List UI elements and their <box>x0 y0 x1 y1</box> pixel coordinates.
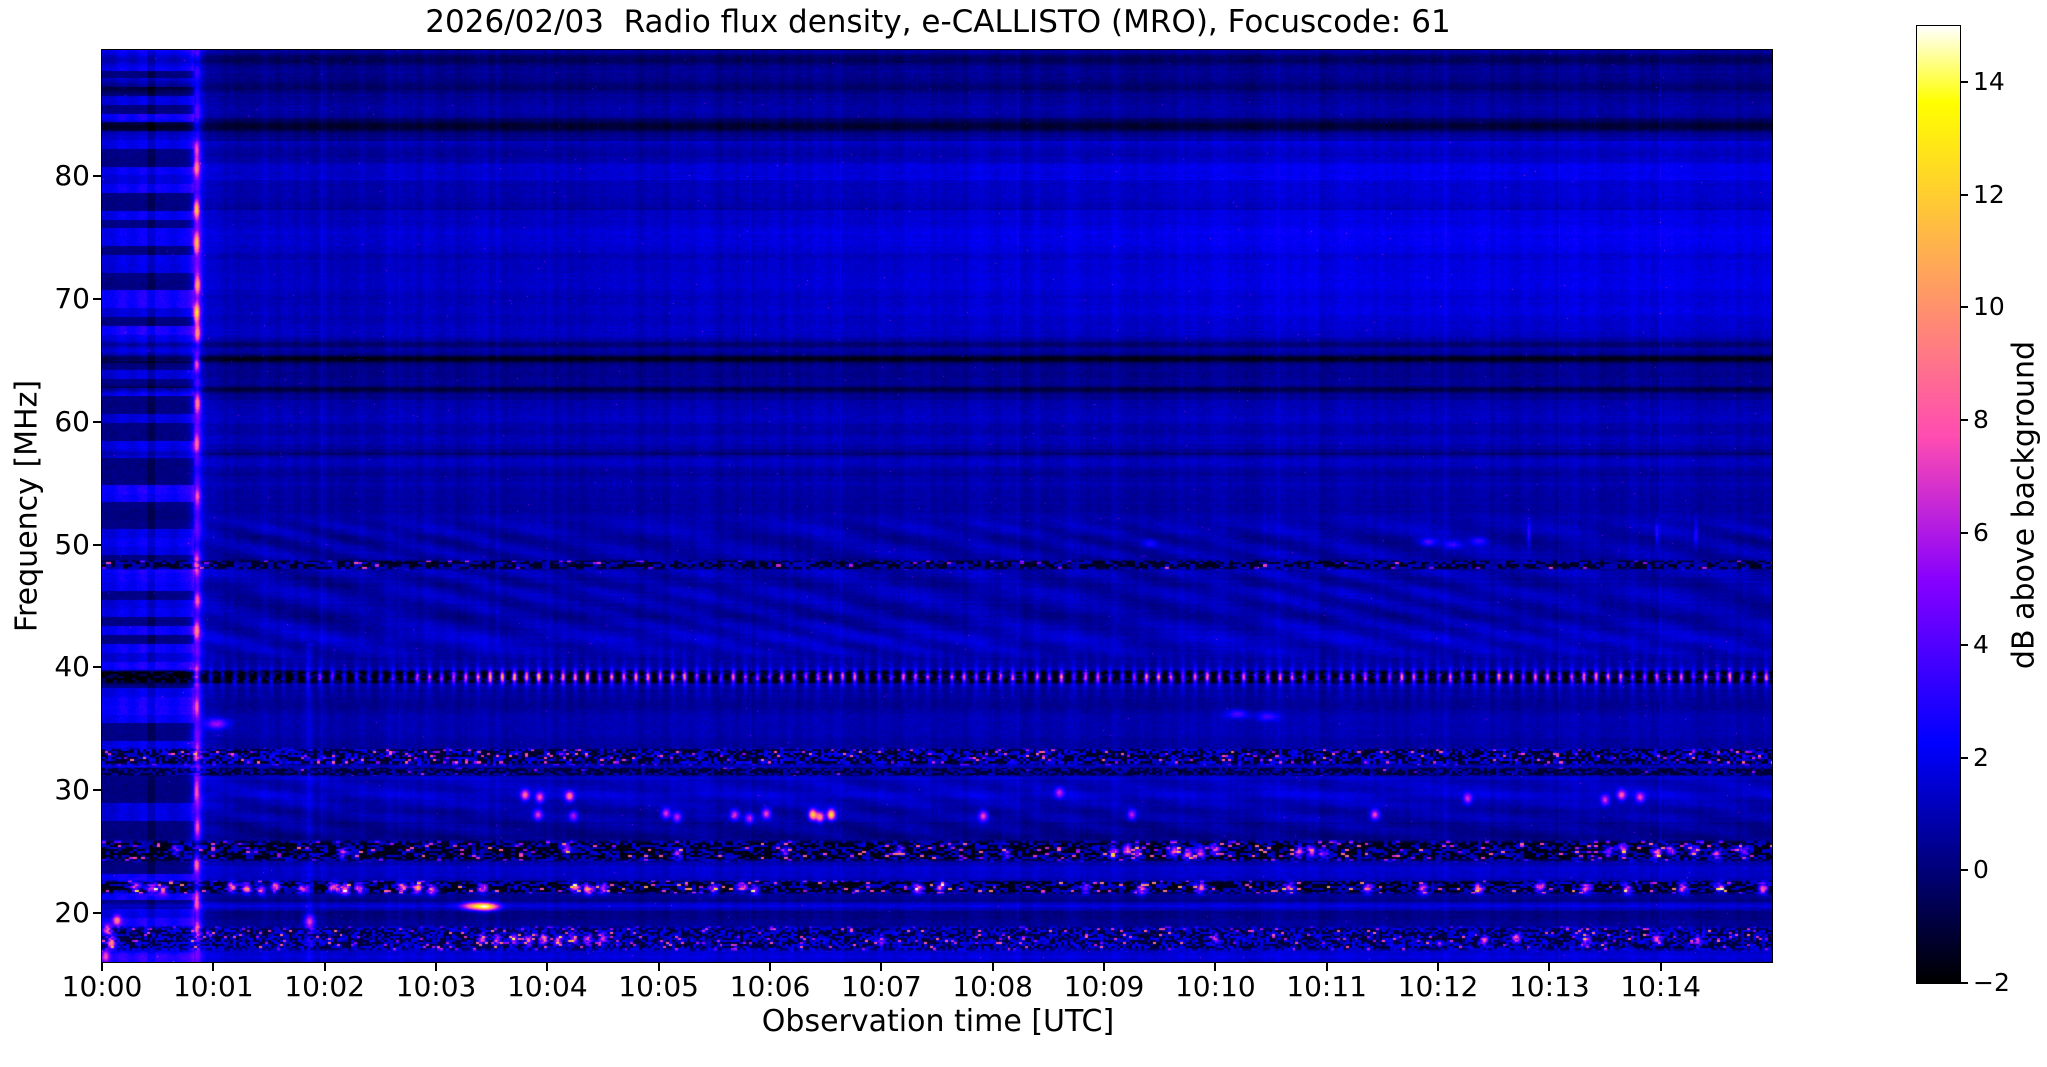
colorbar-tick-label: 10 <box>1973 292 2005 322</box>
colorbar-tick-label: −2 <box>1973 968 2010 997</box>
colorbar-label-text: dB above background <box>2006 340 2042 670</box>
x-tick-mark <box>323 962 326 971</box>
y-tick-label: 70 <box>54 282 90 316</box>
x-tick-label: 10:08 <box>952 970 1033 1003</box>
x-tick-label: 10:05 <box>618 970 699 1003</box>
y-tick-mark <box>93 666 102 669</box>
x-tick-label: 10:04 <box>506 970 588 1003</box>
colorbar <box>1916 25 1961 984</box>
x-tick-mark <box>1214 962 1217 971</box>
colorbar-tick-mark <box>1960 982 1968 984</box>
x-tick-label: 10:12 <box>1397 970 1479 1003</box>
x-tick-mark <box>1548 962 1551 971</box>
x-tick-mark <box>435 962 437 971</box>
colorbar-tick-label: 14 <box>1973 67 2005 97</box>
x-tick-label: 10:02 <box>284 970 365 1003</box>
colorbar-tick-label: 6 <box>1973 517 1989 547</box>
x-tick-label: 10:01 <box>172 970 254 1003</box>
x-tick-label: 10:00 <box>61 970 143 1003</box>
y-tick-label: 50 <box>54 527 90 561</box>
y-tick-mark <box>93 911 102 914</box>
y-tick-label: 20 <box>54 895 90 929</box>
spectrogram-heatmap <box>101 49 1773 963</box>
colorbar-tick-label: 4 <box>1973 630 1989 660</box>
x-tick-label: 10:11 <box>1286 970 1367 1003</box>
x-tick-mark <box>1659 962 1662 971</box>
y-tick-mark <box>93 298 102 301</box>
x-axis-label: Observation time [UTC] <box>761 1004 1115 1039</box>
x-tick-label: 10:13 <box>1508 970 1590 1003</box>
y-axis-label-text: Frequency [MHz] <box>9 379 45 633</box>
colorbar-tick-mark <box>1960 81 1968 84</box>
colorbar-tick-label: 8 <box>1973 405 1989 435</box>
y-tick-label: 40 <box>54 650 90 684</box>
y-tick-mark <box>93 543 102 546</box>
x-tick-label: 10:03 <box>395 970 477 1003</box>
x-tick-mark <box>546 962 549 971</box>
colorbar-tick-label: 0 <box>1973 855 1989 885</box>
colorbar-tick-mark <box>1960 644 1968 647</box>
colorbar-tick-mark <box>1960 419 1968 422</box>
colorbar-tick-label: 2 <box>1973 742 1989 772</box>
y-tick-mark <box>93 420 102 423</box>
colorbar-tick-mark <box>1960 869 1968 872</box>
x-tick-label: 10:07 <box>840 970 922 1003</box>
x-tick-mark <box>101 962 103 971</box>
x-tick-mark <box>880 962 883 971</box>
x-tick-mark <box>657 962 660 971</box>
y-tick-label: 30 <box>54 773 90 807</box>
x-tick-mark <box>1325 962 1328 971</box>
x-tick-label: 10:06 <box>729 970 811 1003</box>
x-tick-mark <box>1103 962 1105 971</box>
colorbar-tick-label: 12 <box>1973 179 2005 209</box>
colorbar-tick-mark <box>1960 193 1968 196</box>
y-tick-mark <box>93 789 102 792</box>
x-tick-label: 10:09 <box>1063 970 1145 1003</box>
x-tick-mark <box>212 962 215 971</box>
y-tick-mark <box>93 175 102 178</box>
chart-title: 2026/02/03 Radio flux density, e-CALLIST… <box>425 4 1451 40</box>
x-tick-label: 10:10 <box>1174 970 1256 1003</box>
x-tick-mark <box>769 962 771 971</box>
x-tick-mark <box>1437 962 1439 971</box>
y-tick-label: 60 <box>54 404 90 438</box>
colorbar-tick-mark <box>1960 756 1968 759</box>
x-tick-mark <box>991 962 994 971</box>
colorbar-tick-mark <box>1960 531 1968 534</box>
y-tick-label: 80 <box>54 159 90 193</box>
x-tick-label: 10:14 <box>1620 970 1701 1003</box>
colorbar-tick-mark <box>1960 306 1968 309</box>
